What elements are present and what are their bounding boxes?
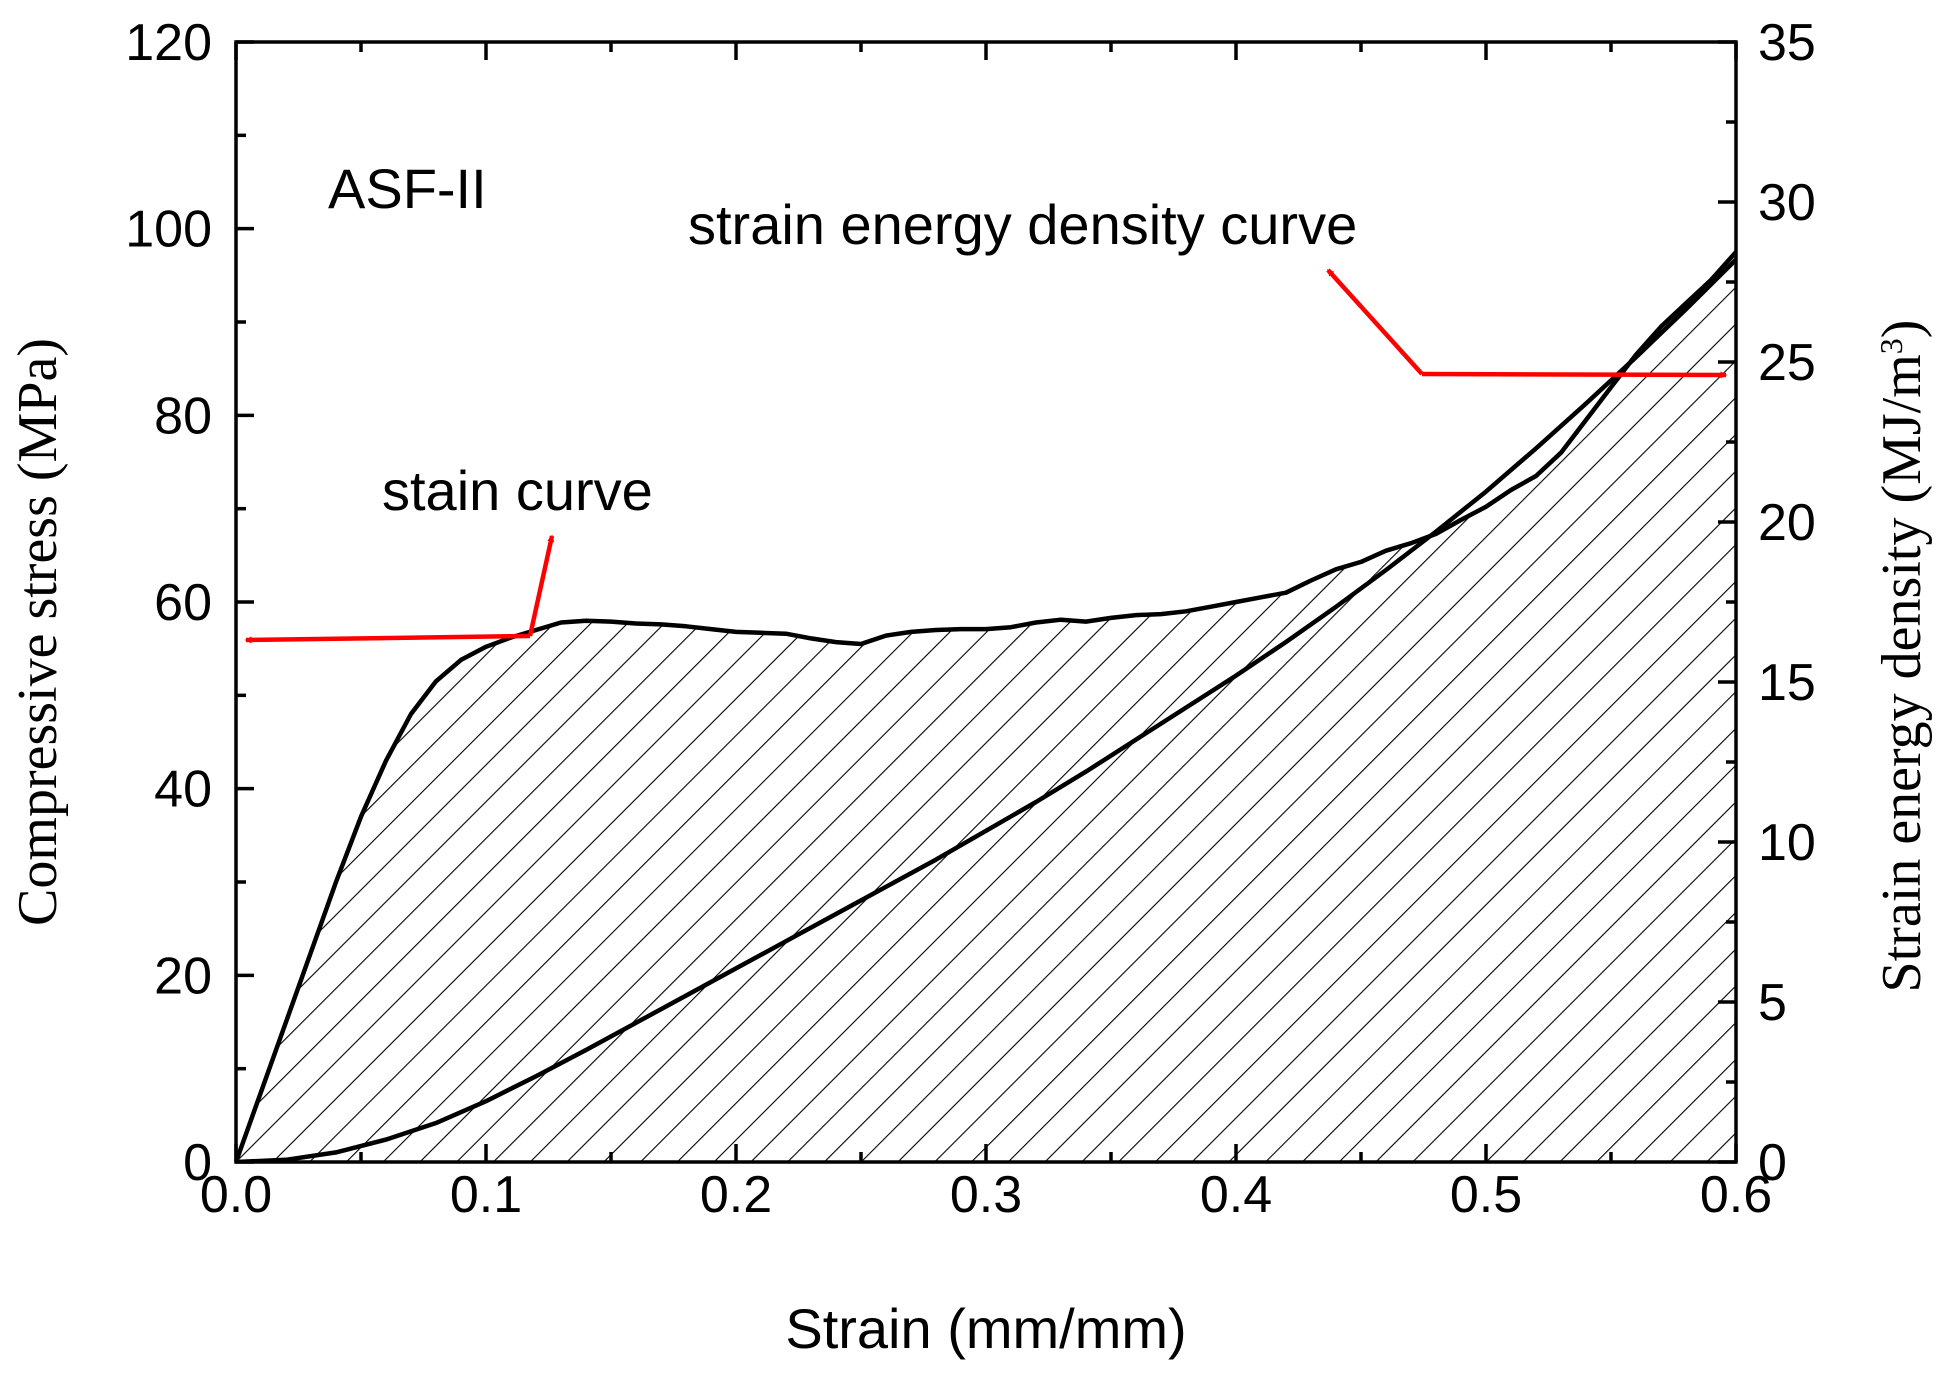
energy-curve-arrows (1326, 268, 1728, 379)
x-tick-label: 0.5 (1450, 1166, 1522, 1224)
x-tick-label: 0.2 (700, 1166, 772, 1224)
axis-ticks (234, 40, 1738, 1164)
x-tick-label: 0.3 (950, 1166, 1022, 1224)
stain-curve-arrows (244, 534, 555, 644)
stain-arrow-to-label (527, 534, 555, 637)
strain-energy-density-curve-line (236, 258, 1736, 1162)
x-tick-label: 0.0 (200, 1166, 272, 1224)
plot-area (236, 250, 1736, 1162)
x-tick-label: 0.6 (1700, 1166, 1772, 1224)
y-left-tick-label: 100 (125, 201, 212, 259)
y-right-tick-label: 15 (1758, 654, 1816, 712)
x-axis-title: Strain (mm/mm) (785, 1297, 1186, 1360)
y-axis-left-title: Compressive stress (MPa) (7, 338, 69, 926)
y-right-tick-label: 25 (1758, 334, 1816, 392)
x-tick-label: 0.4 (1200, 1166, 1272, 1224)
y-left-tick-label: 20 (154, 947, 212, 1005)
sample-label: ASF-II (328, 157, 487, 220)
y-right-tick-label: 30 (1758, 174, 1816, 232)
y-right-tick-label: 0 (1758, 1134, 1787, 1192)
y-right-tick-label: 35 (1758, 14, 1816, 72)
y-axis-right-title: Strain energy density (MJ/m3) (1871, 320, 1933, 993)
y-axis-right-title-close: ) (1871, 320, 1933, 339)
energy-curve-annotation: strain energy density curve (688, 193, 1357, 256)
stress-curve-hatched-area (236, 252, 1736, 1162)
y-right-tick-label: 10 (1758, 814, 1816, 872)
y-right-tick-label: 5 (1758, 974, 1787, 1032)
y-left-tick-label: 120 (125, 14, 212, 72)
y-axis-right-title-superscript: 3 (1873, 338, 1909, 354)
y-right-tick-label: 20 (1758, 494, 1816, 552)
axis-tick-labels: 0.0 0.1 0.2 0.3 0.4 0.5 0.60204060801001200510… (125, 14, 1816, 1224)
energy-arrow-to-right-axis (1421, 371, 1728, 379)
stain-curve-annotation: stain curve (382, 459, 653, 522)
energy-arrow-to-label (1326, 268, 1424, 376)
y-left-tick-label: 40 (154, 761, 212, 819)
stress-curve-line (236, 250, 1736, 1162)
y-left-tick-label: 60 (154, 574, 212, 632)
y-left-tick-label: 80 (154, 387, 212, 445)
y-left-tick-label: 0 (183, 1134, 212, 1192)
y-axis-right-title-main: Strain energy density (MJ/m (1871, 354, 1933, 992)
x-tick-label: 0.1 (450, 1166, 522, 1224)
stain-arrow-to-left-axis (244, 633, 531, 644)
